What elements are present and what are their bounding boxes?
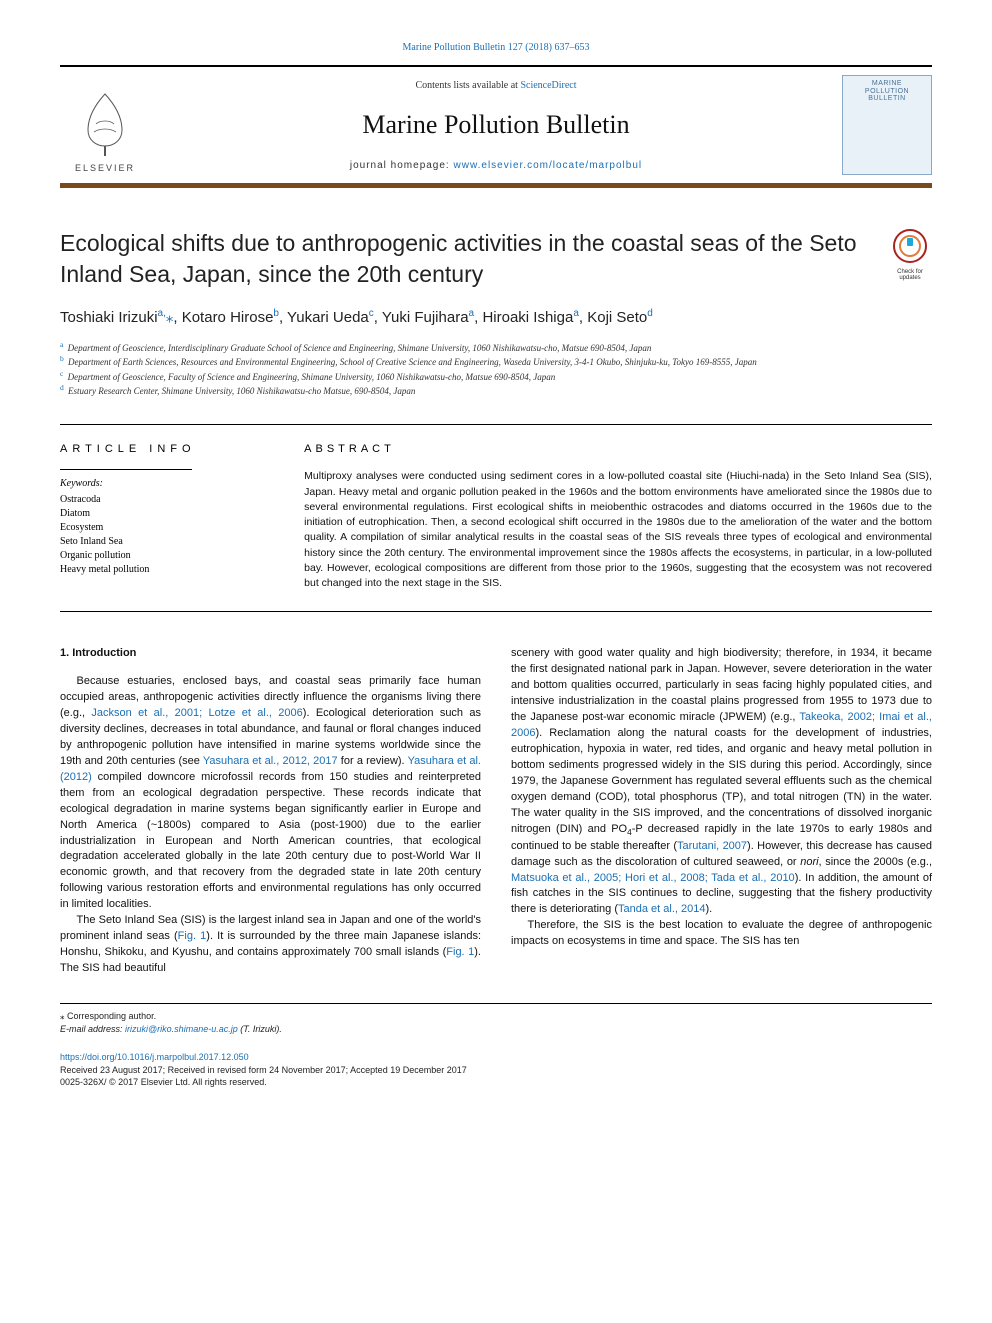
- publisher-logo-block: ELSEVIER: [60, 75, 150, 175]
- affiliations: a Department of Geoscience, Interdiscipl…: [60, 340, 932, 398]
- cover-title-l2: POLLUTION: [865, 88, 909, 96]
- email-line: E-mail address: irizuki@riko.shimane-u.a…: [60, 1023, 932, 1037]
- affiliation-item: a Department of Geoscience, Interdiscipl…: [60, 340, 932, 355]
- corr-text: Corresponding author.: [67, 1011, 156, 1021]
- homepage-prefix: journal homepage:: [350, 160, 454, 171]
- check-updates-icon: [892, 228, 928, 264]
- abstract-text: Multiproxy analyses were conducted using…: [304, 469, 932, 591]
- email-paren: (T. Irizuki).: [240, 1024, 282, 1034]
- article-info-heading: ARTICLE INFO: [60, 441, 280, 458]
- email-label: E-mail address:: [60, 1024, 123, 1034]
- keywords-label: Keywords:: [60, 469, 192, 491]
- homepage-line: journal homepage: www.elsevier.com/locat…: [150, 158, 842, 173]
- contents-line: Contents lists available at ScienceDirec…: [150, 78, 842, 93]
- header-center: Contents lists available at ScienceDirec…: [150, 78, 842, 173]
- intro-p3: scenery with good water quality and high…: [511, 646, 932, 918]
- history-line: Received 23 August 2017; Received in rev…: [60, 1064, 932, 1077]
- citation-link[interactable]: Marine Pollution Bulletin 127 (2018) 637…: [403, 42, 590, 53]
- footer: ⁎ Corresponding author. E-mail address: …: [60, 1003, 932, 1089]
- check-updates-badge[interactable]: Check for updates: [888, 228, 932, 281]
- article-title: Ecological shifts due to anthropogenic a…: [60, 228, 888, 290]
- email-link[interactable]: irizuki@riko.shimane-u.ac.jp: [125, 1024, 238, 1034]
- section-1-heading: 1. Introduction: [60, 646, 481, 662]
- body-col-right: scenery with good water quality and high…: [511, 646, 932, 977]
- intro-p2: The Seto Inland Sea (SIS) is the largest…: [60, 913, 481, 977]
- affiliation-item: d Estuary Research Center, Shimane Unive…: [60, 383, 932, 398]
- intro-p1: Because estuaries, enclosed bays, and co…: [60, 674, 481, 913]
- journal-name: Marine Pollution Bulletin: [150, 105, 842, 144]
- abstract-heading: ABSTRACT: [304, 441, 932, 458]
- affiliation-item: c Department of Geoscience, Faculty of S…: [60, 369, 932, 384]
- article-info-col: ARTICLE INFO Keywords: OstracodaDiatomEc…: [60, 441, 304, 591]
- contents-prefix: Contents lists available at: [415, 80, 520, 91]
- body-col-left: 1. Introduction Because estuaries, enclo…: [60, 646, 481, 977]
- journal-header: ELSEVIER Contents lists available at Sci…: [60, 65, 932, 188]
- copyright-line: 0025-326X/ © 2017 Elsevier Ltd. All righ…: [60, 1076, 932, 1089]
- check-updates-label: Check for updates: [888, 269, 932, 281]
- doi-link[interactable]: https://doi.org/10.1016/j.marpolbul.2017…: [60, 1052, 249, 1062]
- citation-header: Marine Pollution Bulletin 127 (2018) 637…: [60, 40, 932, 55]
- corr-marker: ⁎: [60, 1011, 65, 1021]
- abstract-col: ABSTRACT Multiproxy analyses were conduc…: [304, 441, 932, 591]
- keyword-item: Diatom: [60, 507, 280, 521]
- homepage-link[interactable]: www.elsevier.com/locate/marpolbul: [454, 160, 643, 171]
- journal-cover-thumb: MARINE POLLUTION BULLETIN: [842, 75, 932, 175]
- publisher-name: ELSEVIER: [75, 162, 135, 176]
- keyword-item: Organic pollution: [60, 549, 280, 563]
- keyword-item: Ecosystem: [60, 521, 280, 535]
- keyword-item: Ostracoda: [60, 493, 280, 507]
- keyword-item: Seto Inland Sea: [60, 535, 280, 549]
- keyword-item: Heavy metal pollution: [60, 563, 280, 577]
- authors-line: Toshiaki Irizukia,⁎, Kotaro Hiroseb, Yuk…: [60, 306, 932, 330]
- elsevier-tree-icon: [74, 88, 136, 158]
- cover-title-l1: MARINE: [865, 80, 909, 88]
- corresponding-author: ⁎ Corresponding author.: [60, 1010, 932, 1024]
- sciencedirect-link[interactable]: ScienceDirect: [520, 80, 576, 91]
- affiliation-item: b Department of Earth Sciences, Resource…: [60, 354, 932, 369]
- keywords-list: OstracodaDiatomEcosystemSeto Inland SeaO…: [60, 493, 280, 577]
- cover-title: MARINE POLLUTION BULLETIN: [865, 80, 909, 103]
- intro-p4: Therefore, the SIS is the best location …: [511, 918, 932, 950]
- cover-title-l3: BULLETIN: [865, 95, 909, 103]
- body-columns: 1. Introduction Because estuaries, enclo…: [60, 646, 932, 977]
- footer-bottom: https://doi.org/10.1016/j.marpolbul.2017…: [60, 1051, 932, 1089]
